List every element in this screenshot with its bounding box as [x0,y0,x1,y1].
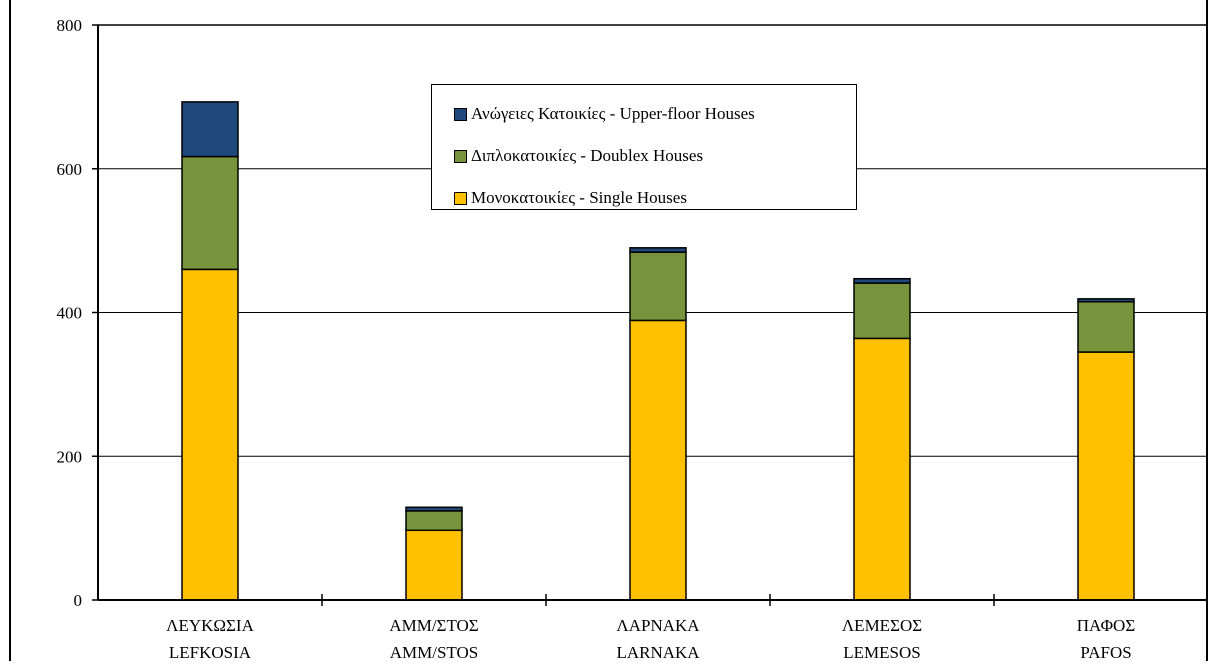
legend-label-single: Μονοκατοικίες - Single Houses [471,188,687,207]
legend-item-upper-floor: Ανώγειες Κατοικίες - Upper-floor Houses [454,93,856,135]
x-tick-label-greek: ΠΑΦΟΣ [1077,616,1136,635]
bar-segment [405,510,463,532]
bar-segment [1077,300,1135,353]
legend-swatch-upper-floor [454,107,467,121]
bar-segment [181,268,239,601]
bar-segment [853,282,911,340]
bar-segment [629,247,687,253]
y-tick-label: 0 [74,591,83,610]
x-tick-label-latin: PAFOS [1080,643,1131,661]
bar-segment [1077,351,1135,601]
bars [181,101,1135,601]
y-tick-label: 400 [57,304,83,323]
bar-segment [181,155,239,271]
x-tick-label-greek: ΛΕΥΚΩΣΙΑ [166,616,254,635]
bar-segment [405,506,463,512]
x-tick-label-greek: ΛΑΡΝΑΚΑ [616,616,700,635]
y-tick-label: 600 [57,160,83,179]
bar-segment [629,319,687,601]
legend: Ανώγειες Κατοικίες - Upper-floor Houses … [431,84,857,210]
bar-segment [405,529,463,601]
legend-label-upper-floor: Ανώγειες Κατοικίες - Upper-floor Houses [471,104,755,123]
bar-segment [853,337,911,601]
bar-segment [853,277,911,284]
legend-item-single: Μονοκατοικίες - Single Houses [454,177,856,219]
x-tick-label-latin: AMM/STOS [390,643,479,661]
bar-segment [629,251,687,322]
axes [9,0,1208,661]
x-tick-label-latin: LEMESOS [843,643,920,661]
y-tick-label: 800 [57,16,83,35]
x-tick-label-greek: ΑΜΜ/ΣΤΟΣ [389,616,478,635]
tick-labels: 0 200 400 600 800 ΛΕΥΚΩΣΙΑ LEFKOSIA ΑΜΜ/ΣΤΟΣ AMM… [57,16,1136,662]
legend-label-doublex: Διπλοκατοικίες - Doublex Houses [471,146,704,165]
bar-segment [181,101,239,158]
x-tick-label-latin: LEFKOSIA [169,643,252,661]
bar-segment [1077,298,1135,303]
legend-swatch-doublex [454,149,467,163]
legend-swatch-single [454,191,467,205]
y-tick-label: 200 [57,447,83,466]
x-tick-label-greek: ΛΕΜΕΣΟΣ [842,616,922,635]
x-tick-label-latin: LARNAKA [616,643,700,661]
legend-item-doublex: Διπλοκατοικίες - Doublex Houses [454,135,856,177]
